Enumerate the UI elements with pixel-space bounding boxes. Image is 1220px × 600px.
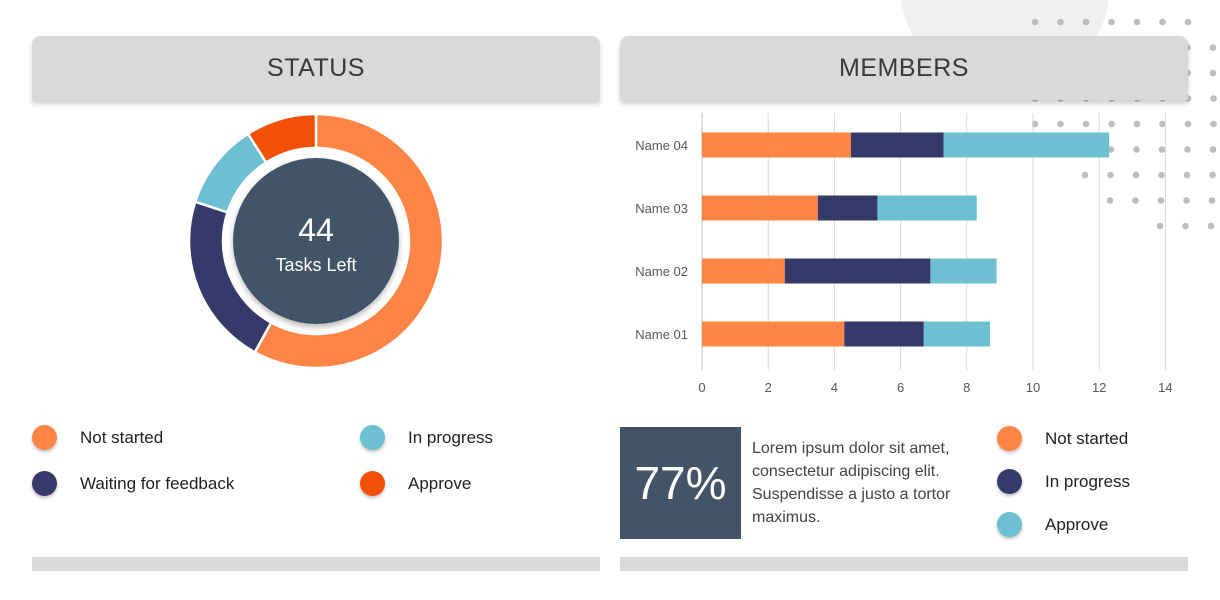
x-tick-label: 12 [1092,380,1106,395]
decor-dot [1158,146,1166,153]
y-tick-label: Name 02 [635,264,688,279]
decor-dot [1082,18,1090,26]
x-tick-label: 6 [897,380,904,395]
bar-name-02-not-started [702,258,785,284]
bar-name-01-not-started [702,321,845,347]
decor-dot [1183,171,1191,179]
bar-name-04-in-progress [850,132,944,158]
x-tick-label: 0 [698,380,705,395]
x-tick-label: 14 [1158,380,1172,395]
decor-dot [1207,222,1215,230]
decor-dot [1133,146,1140,153]
decor-dot [1210,95,1217,102]
legend-dot [32,425,57,450]
legend-label: Not started [80,427,164,447]
decor-dot [1209,69,1217,77]
decor-dot [1031,18,1039,26]
tasks-left-value: 44 [298,212,334,248]
y-tick-label: Name 04 [635,138,688,153]
decor-dot [1157,197,1165,204]
decor-dot [1132,197,1139,204]
bar-name-02-approve [930,258,997,284]
bar-name-01-approve [923,321,990,347]
legend-label: Approve [1045,514,1109,534]
bar-name-02-in-progress [784,258,931,284]
decor-dot [1184,146,1191,153]
completion-stat-box: 77% [620,427,741,539]
donut-center-circle [233,158,399,324]
decor-dot [1159,120,1166,128]
legend-dot [997,469,1022,494]
decor-dot [1057,18,1064,26]
decor-dot [1156,222,1164,230]
decor-dot [1108,120,1115,128]
decor-dot [1209,171,1216,179]
decor-dot [1133,18,1141,26]
status-legend-approve: Approve [360,471,471,496]
members-header: MEMBERS [620,36,1188,100]
bar-name-03-not-started [702,195,818,221]
status-legend-not-started: Not started [32,425,163,450]
y-tick-label: Name 03 [635,201,688,216]
status-legend-in-progress: In progress [360,425,493,450]
decor-dot [1133,120,1141,128]
decor-dot [1108,18,1115,26]
bar-name-03-approve [877,195,977,221]
legend-dot [360,471,385,496]
members-legend-approve: Approve [997,512,1108,537]
status-header: STATUS [32,36,600,100]
decor-dot [1107,171,1114,179]
decor-dot [1107,146,1115,153]
legend-dot [997,426,1022,451]
completion-description: Lorem ipsum dolor sit amet, consectetur … [752,440,951,526]
decor-dot [1082,120,1090,128]
legend-label: Not started [1045,428,1129,448]
legend-label: In progress [408,427,494,447]
decor-dot [1081,171,1089,179]
legend-label: Waiting for feedback [80,473,235,493]
y-tick-label: Name 01 [635,327,688,342]
legend-label: Approve [408,473,472,493]
tasks-left-label: Tasks Left [275,255,356,275]
members-legend-not-started: Not started [997,426,1128,451]
legend-dot [360,425,385,450]
decor-dot [1159,18,1166,26]
bar-name-04-approve [943,132,1110,158]
members-legend-in-progress: In progress [997,469,1130,494]
decor-dot [1209,146,1217,153]
status-footer-bar [32,557,600,571]
decor-dot [1057,120,1064,128]
x-tick-label: 4 [831,380,838,395]
decor-dot [1209,44,1217,51]
status-donut-chart: 44 Tasks Left [187,112,445,370]
x-tick-label: 10 [1026,380,1040,395]
members-footer-bar [620,557,1188,571]
decor-dot [1132,171,1140,179]
donut-slice-approve [246,112,318,165]
legend-dot [997,512,1022,537]
decor-dot [1208,197,1216,204]
decor-dot [1182,222,1189,230]
x-tick-label: 2 [765,380,772,395]
decor-dot [1184,120,1192,128]
bar-name-03-in-progress [817,195,878,221]
decor-dot [1210,120,1217,128]
decor-dot [1184,18,1192,26]
x-tick-label: 8 [963,380,970,395]
decor-dot [1106,197,1114,204]
members-bar-chart: 0 2 4 6 8 10 12 14 Name 01 Name 02 Name 03 Name 04 [635,113,1173,395]
decor-dot [1158,171,1165,179]
status-legend-waiting: Waiting for feedback [32,471,234,496]
legend-dot [32,471,57,496]
legend-label: In progress [1045,471,1131,491]
bar-name-04-not-started [702,132,851,158]
decor-dot [1183,197,1190,204]
donut-slice-not-started [253,112,445,370]
bar-name-01-in-progress [844,321,924,347]
